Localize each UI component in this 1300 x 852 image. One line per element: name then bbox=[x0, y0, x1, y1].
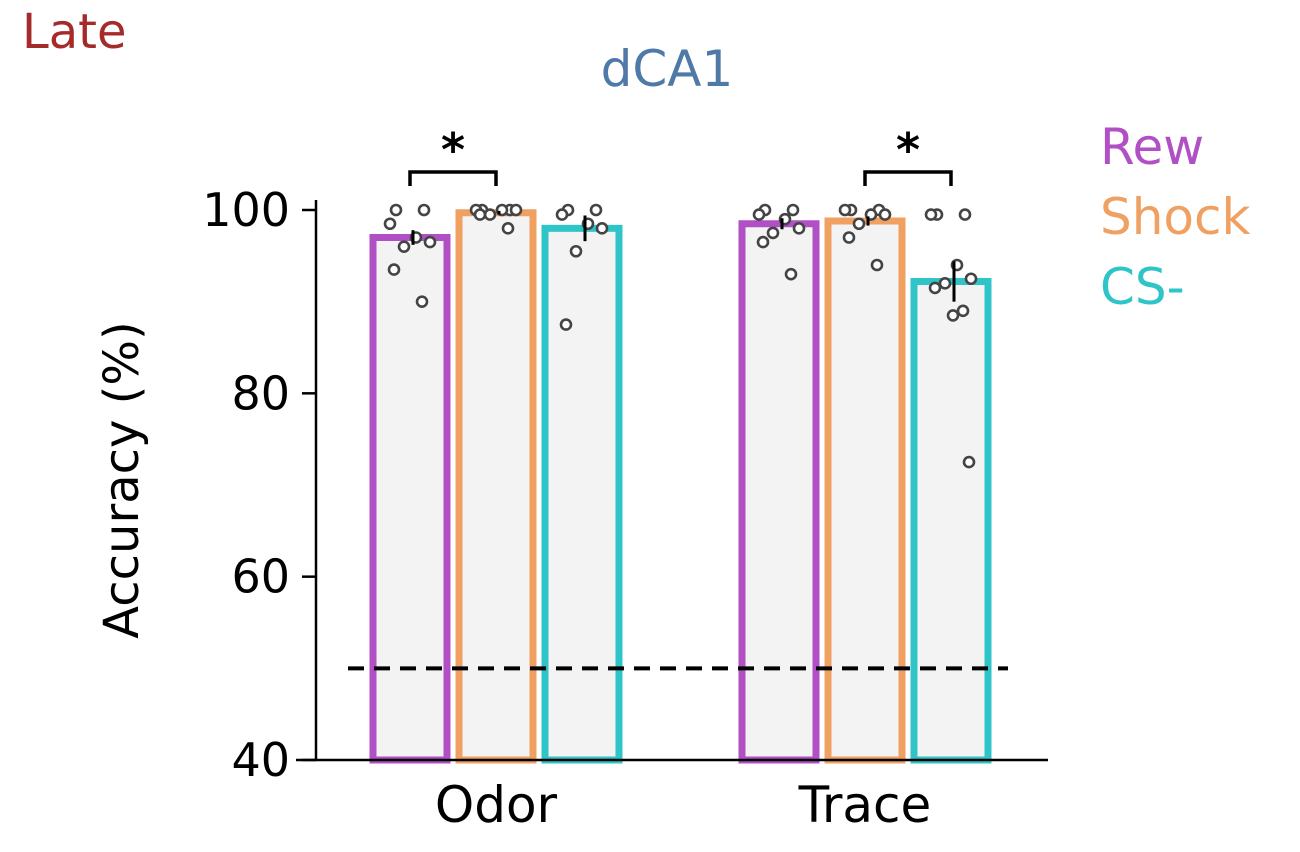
data-point bbox=[417, 203, 431, 217]
data-point bbox=[569, 244, 583, 258]
significance-bracket bbox=[408, 170, 498, 186]
data-point bbox=[792, 222, 806, 235]
data-point bbox=[964, 272, 978, 286]
significance-bracket bbox=[863, 170, 953, 186]
y-axis-label: Accuracy (%) bbox=[94, 321, 150, 638]
bar-odor-cs bbox=[541, 224, 623, 764]
data-point bbox=[559, 318, 573, 331]
data-point bbox=[852, 217, 866, 231]
data-point bbox=[870, 258, 884, 272]
significance-layer: * * bbox=[408, 123, 953, 186]
data-point bbox=[752, 208, 766, 221]
data-point bbox=[509, 203, 523, 217]
y-tick-label: 100 bbox=[202, 183, 290, 237]
data-point bbox=[595, 222, 609, 235]
legend-item-shock: Shock bbox=[1100, 188, 1251, 246]
data-point bbox=[956, 304, 970, 318]
data-point bbox=[924, 208, 938, 221]
y-tick-label: 40 bbox=[231, 733, 290, 787]
bar-trace-rew bbox=[738, 220, 820, 764]
panel-label: Late bbox=[22, 4, 127, 60]
data-point bbox=[878, 208, 892, 221]
significance-star: * bbox=[896, 123, 920, 177]
data-point bbox=[928, 281, 942, 295]
bar-trace-shock bbox=[824, 217, 906, 764]
y-tick-label: 80 bbox=[231, 366, 290, 420]
data-point bbox=[938, 277, 952, 290]
axes-layer: 40 60 80 100 Odor Trace bbox=[202, 183, 1048, 834]
data-point bbox=[423, 235, 437, 249]
data-point bbox=[387, 263, 401, 276]
x-tick-label: Odor bbox=[435, 776, 558, 834]
data-point bbox=[501, 222, 515, 235]
legend-item-cs: CS- bbox=[1100, 258, 1185, 316]
data-point bbox=[473, 208, 487, 221]
bar-odor-shock bbox=[455, 209, 537, 764]
data-point bbox=[589, 203, 603, 217]
data-point bbox=[784, 267, 798, 281]
y-tick-label: 60 bbox=[231, 550, 290, 604]
data-point bbox=[842, 231, 856, 244]
data-point bbox=[756, 235, 770, 249]
data-point bbox=[555, 208, 569, 221]
legend: Rew Shock CS- bbox=[1100, 118, 1251, 316]
points-layer bbox=[383, 203, 978, 469]
data-point bbox=[786, 203, 800, 217]
data-point bbox=[946, 309, 960, 322]
bar-odor-rew bbox=[369, 234, 451, 764]
data-point bbox=[962, 455, 976, 469]
x-tick-label: Trace bbox=[798, 776, 932, 834]
significance-star: * bbox=[441, 123, 465, 177]
chart-title: dCA1 bbox=[601, 40, 734, 98]
bar-trace-cs bbox=[910, 278, 992, 764]
error-bars-layer bbox=[411, 210, 956, 302]
data-point bbox=[383, 217, 397, 231]
data-point bbox=[958, 208, 972, 221]
data-point bbox=[415, 295, 429, 308]
data-point bbox=[389, 203, 403, 217]
data-point bbox=[838, 203, 852, 217]
bars-layer bbox=[369, 209, 992, 764]
data-point bbox=[483, 208, 497, 221]
data-point bbox=[766, 226, 780, 240]
legend-item-rew: Rew bbox=[1100, 118, 1204, 176]
data-point bbox=[397, 240, 411, 253]
